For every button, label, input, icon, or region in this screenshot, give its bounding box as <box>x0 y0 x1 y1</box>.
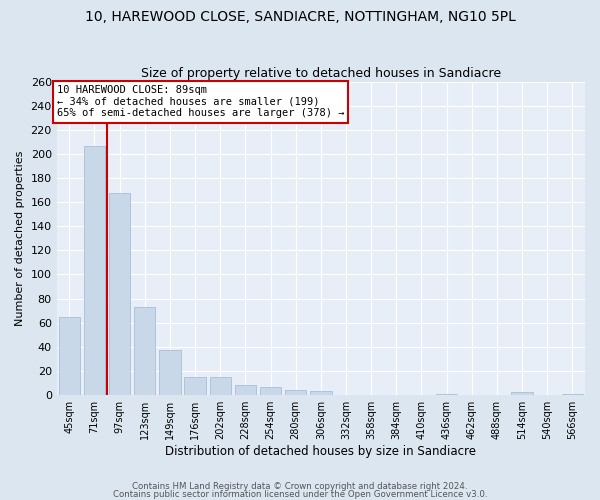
Bar <box>511 392 533 394</box>
Bar <box>109 192 130 394</box>
Text: 10, HAREWOOD CLOSE, SANDIACRE, NOTTINGHAM, NG10 5PL: 10, HAREWOOD CLOSE, SANDIACRE, NOTTINGHA… <box>85 10 515 24</box>
Bar <box>84 146 105 394</box>
Text: Contains public sector information licensed under the Open Government Licence v3: Contains public sector information licen… <box>113 490 487 499</box>
Bar <box>235 385 256 394</box>
Bar <box>159 350 181 395</box>
Bar <box>285 390 307 394</box>
Text: Contains HM Land Registry data © Crown copyright and database right 2024.: Contains HM Land Registry data © Crown c… <box>132 482 468 491</box>
Y-axis label: Number of detached properties: Number of detached properties <box>15 150 25 326</box>
Text: 10 HAREWOOD CLOSE: 89sqm
← 34% of detached houses are smaller (199)
65% of semi-: 10 HAREWOOD CLOSE: 89sqm ← 34% of detach… <box>56 85 344 118</box>
Bar <box>184 376 206 394</box>
Bar <box>260 388 281 394</box>
Bar <box>209 376 231 394</box>
Title: Size of property relative to detached houses in Sandiacre: Size of property relative to detached ho… <box>141 66 501 80</box>
Bar <box>59 316 80 394</box>
X-axis label: Distribution of detached houses by size in Sandiacre: Distribution of detached houses by size … <box>166 444 476 458</box>
Bar <box>134 307 155 394</box>
Bar <box>310 391 332 394</box>
